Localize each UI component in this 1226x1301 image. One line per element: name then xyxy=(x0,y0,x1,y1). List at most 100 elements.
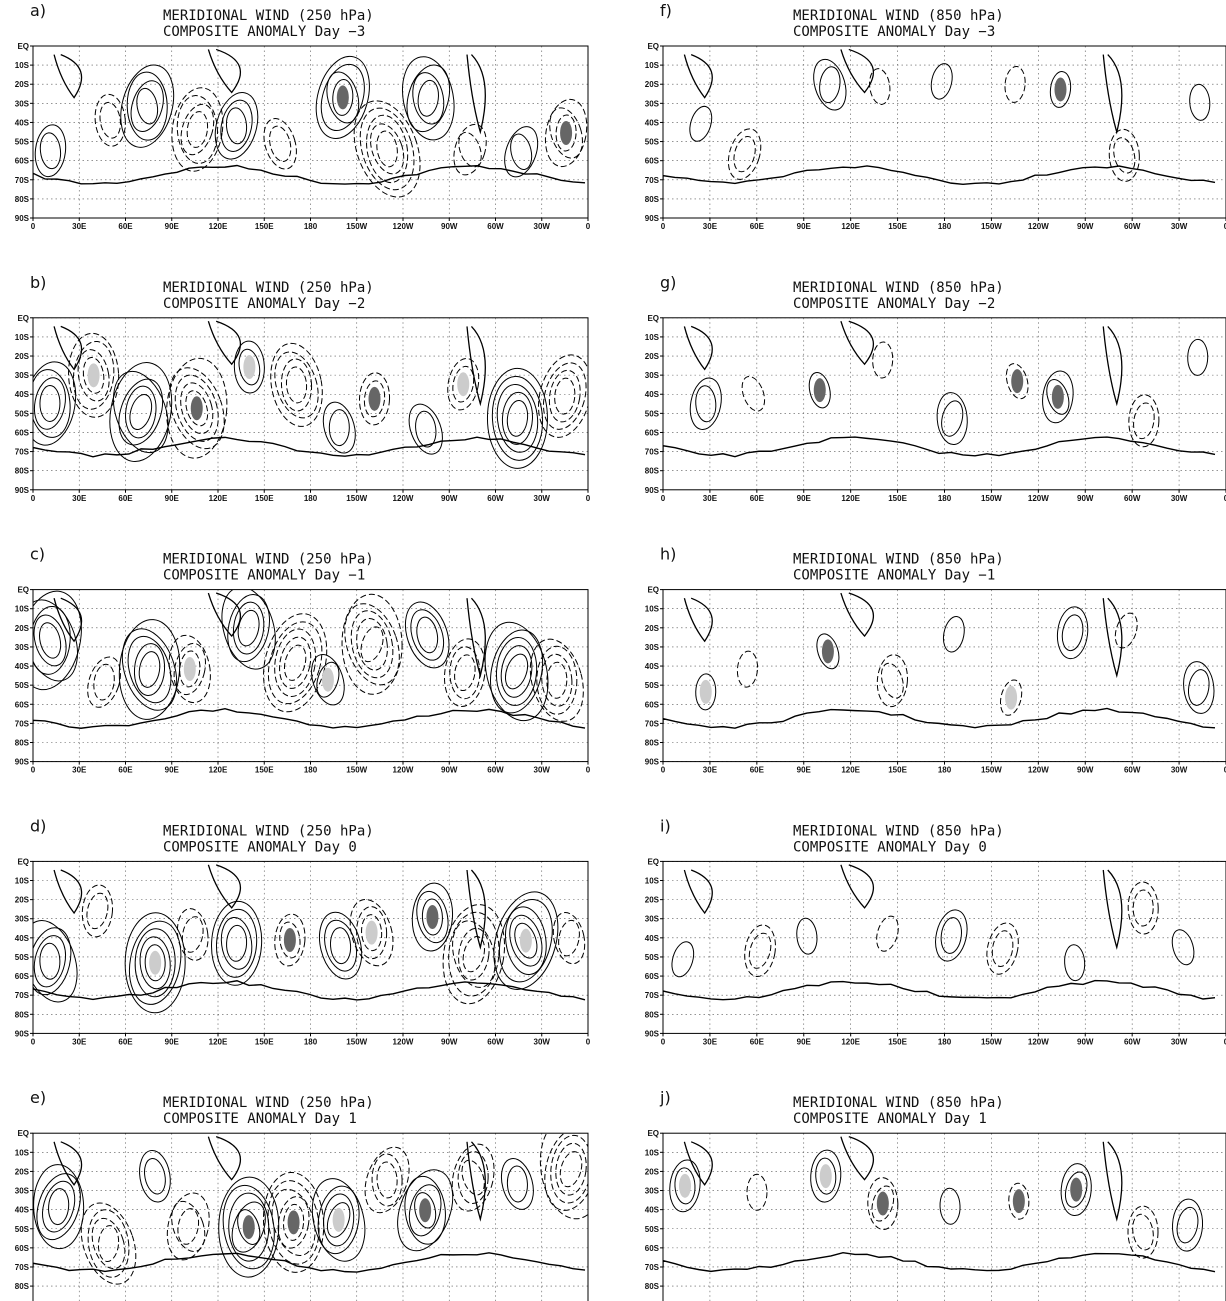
panel-label: b) xyxy=(30,273,46,292)
contour xyxy=(1128,394,1160,447)
contour xyxy=(371,1154,402,1207)
coastline xyxy=(33,166,585,185)
lat-label: 70S xyxy=(15,991,30,1000)
shaded-area xyxy=(877,1192,889,1216)
lon-label: 60W xyxy=(487,494,504,503)
lat-label: 90S xyxy=(15,1029,30,1038)
lon-label: 60E xyxy=(118,1037,133,1046)
shaded-area xyxy=(1070,1178,1082,1202)
lon-label: 60E xyxy=(750,1037,765,1046)
lon-label: 120W xyxy=(393,766,414,775)
contour xyxy=(817,65,842,103)
contour xyxy=(808,56,851,114)
contour xyxy=(218,916,254,971)
contour xyxy=(450,647,480,699)
contour xyxy=(133,643,166,697)
contour xyxy=(258,115,302,173)
panel-title: MERIDIONAL WIND (250 hPa) xyxy=(163,552,374,568)
contour xyxy=(1060,613,1086,652)
contour xyxy=(1187,339,1208,375)
lon-label: 120W xyxy=(393,494,414,503)
lat-label: 70S xyxy=(645,176,660,185)
lat-label: 20S xyxy=(645,80,660,89)
lat-label: 10S xyxy=(645,605,660,614)
lat-label: 40S xyxy=(645,390,660,399)
lat-label: 40S xyxy=(645,934,660,943)
contour xyxy=(329,410,349,446)
lon-label: 90W xyxy=(441,1037,458,1046)
contour xyxy=(501,651,531,691)
shaded-area xyxy=(322,668,334,692)
panel-title: MERIDIONAL WIND (250 hPa) xyxy=(163,823,374,839)
panel-title: MERIDIONAL WIND (850 hPa) xyxy=(793,8,1004,24)
lon-label: 90W xyxy=(1077,766,1094,775)
contour xyxy=(990,929,1016,968)
lon-label: 150W xyxy=(981,222,1002,231)
coastline xyxy=(467,55,485,132)
lon-label: 120W xyxy=(1028,222,1049,231)
lon-label: 0 xyxy=(586,222,591,231)
lat-label: 90S xyxy=(15,758,30,767)
map xyxy=(33,46,593,218)
coastline xyxy=(1103,1142,1122,1219)
lon-label: 30W xyxy=(1171,766,1188,775)
contour xyxy=(31,375,70,432)
lon-label: 30W xyxy=(1171,1037,1188,1046)
panel-title: MERIDIONAL WIND (850 hPa) xyxy=(793,280,1004,296)
lon-label: 60W xyxy=(1124,222,1141,231)
lat-label: 20S xyxy=(15,1167,30,1176)
lon-label: 90E xyxy=(797,494,812,503)
contour xyxy=(180,915,206,954)
coastline xyxy=(1103,870,1122,947)
lat-label: 80S xyxy=(15,467,30,476)
lon-label: 150W xyxy=(346,494,367,503)
contour xyxy=(111,373,170,450)
coastline xyxy=(208,1137,240,1180)
panel-label: c) xyxy=(30,545,45,564)
shaded-area xyxy=(820,1164,832,1188)
shaded-area xyxy=(243,355,255,379)
lon-label: 180 xyxy=(304,766,318,775)
lat-label: 30S xyxy=(15,99,30,108)
map xyxy=(663,861,1226,1033)
contour xyxy=(1174,1205,1201,1244)
shaded-area xyxy=(191,396,203,420)
lon-label: 90W xyxy=(1077,222,1094,231)
coastline xyxy=(841,865,874,908)
lon-label: 90E xyxy=(165,1037,180,1046)
contour xyxy=(209,900,263,986)
lat-label: 30S xyxy=(645,99,660,108)
lat-label: EQ xyxy=(647,42,659,51)
contour xyxy=(534,1115,609,1223)
contour xyxy=(941,615,967,654)
coastline xyxy=(208,49,240,92)
lon-label: 120E xyxy=(209,494,228,503)
panel-label: f) xyxy=(660,1,672,20)
lat-label: 60S xyxy=(645,428,660,437)
lon-label: 120W xyxy=(1028,1037,1049,1046)
contour xyxy=(738,373,769,414)
lat-label: 60S xyxy=(645,1244,660,1253)
coastline xyxy=(54,870,81,913)
coastline xyxy=(208,593,240,636)
contour xyxy=(161,1189,215,1264)
contour xyxy=(264,339,329,431)
lon-label: 120E xyxy=(209,222,228,231)
lat-label: 30S xyxy=(15,1187,30,1196)
lat-label: EQ xyxy=(17,42,29,51)
contour xyxy=(1111,610,1141,650)
contour xyxy=(501,392,534,445)
lat-label: 80S xyxy=(645,1282,660,1291)
lat-label: 60S xyxy=(15,700,30,709)
contour xyxy=(86,1214,131,1273)
contour xyxy=(91,663,116,702)
lon-label: 90W xyxy=(441,222,458,231)
contour xyxy=(1127,882,1159,935)
lon-label: 60W xyxy=(1124,494,1141,503)
lon-label: 150E xyxy=(888,222,907,231)
contour xyxy=(280,358,313,412)
lon-label: 0 xyxy=(586,1037,591,1046)
lat-label: 70S xyxy=(645,448,660,457)
lat-label: 10S xyxy=(15,605,30,614)
shaded-area xyxy=(700,680,712,704)
